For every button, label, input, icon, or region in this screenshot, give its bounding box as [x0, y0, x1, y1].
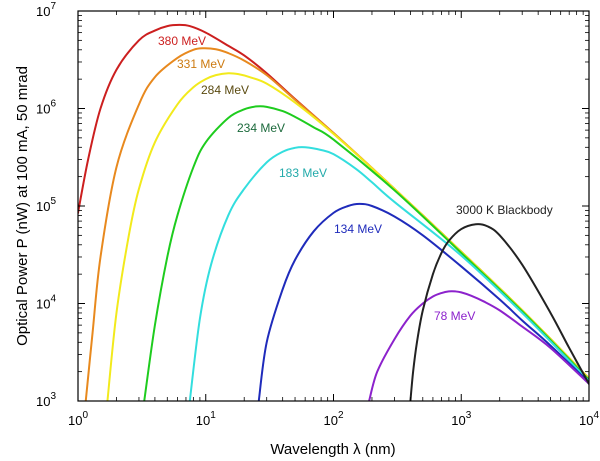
- y-tick-label-exp: 7: [50, 1, 56, 12]
- x-tick-label: 101: [196, 410, 216, 428]
- series-line-5: [257, 202, 589, 401]
- y-tick-label-base: 10: [36, 199, 50, 214]
- x-tick-label: 100: [68, 410, 88, 428]
- x-tick-label-exp: 3: [466, 410, 472, 421]
- series-label-0: 380 MeV: [158, 34, 206, 48]
- y-tick-label: 106: [36, 99, 56, 117]
- x-tick-label-base: 10: [451, 413, 465, 428]
- x-tick-label: 103: [451, 410, 471, 428]
- x-tick-label-exp: 2: [338, 410, 344, 421]
- x-tick-label-base: 10: [68, 413, 82, 428]
- y-tick-label: 105: [36, 196, 56, 214]
- y-tick-label: 103: [36, 391, 56, 409]
- series-label-layer: 380 MeV 331 MeV 284 MeV 234 MeV 183 MeV 134 M…: [158, 34, 553, 323]
- x-tick-label-exp: 0: [82, 410, 88, 421]
- series-label-1: 331 MeV: [177, 57, 225, 71]
- series-label-5: 134 MeV: [334, 222, 382, 236]
- y-tick-label-exp: 4: [50, 294, 56, 305]
- x-tick-label: 104: [579, 410, 599, 428]
- series-line-3: [143, 105, 589, 401]
- y-tick-label-exp: 5: [50, 196, 56, 207]
- y-tick-label-base: 10: [36, 102, 50, 117]
- x-tick-label: 102: [323, 410, 343, 428]
- series-label-6: 78 MeV: [434, 309, 475, 323]
- y-tick-label-base: 10: [36, 394, 50, 409]
- y-tick-label-base: 10: [36, 297, 50, 312]
- series-line-2: [106, 72, 589, 401]
- y-axis-label: Optical Power P (nW) at 100 mA, 50 mrad: [14, 66, 31, 346]
- y-tick-label-exp: 3: [50, 391, 56, 402]
- x-tick-label-base: 10: [579, 413, 593, 428]
- series-line-4: [188, 146, 589, 401]
- series-label-4: 183 MeV: [279, 166, 327, 180]
- series-layer: [78, 23, 589, 401]
- y-tick-label-exp: 6: [50, 99, 56, 110]
- series-label-2: 284 MeV: [201, 83, 249, 97]
- y-tick-label: 104: [36, 294, 56, 312]
- x-tick-label-exp: 4: [593, 410, 599, 421]
- series-line-6: [368, 290, 589, 401]
- x-tick-label-base: 10: [323, 413, 337, 428]
- series-label-7: 3000 K Blackbody: [456, 203, 553, 217]
- series-label-3: 234 MeV: [237, 121, 285, 135]
- x-tick-label-base: 10: [196, 413, 210, 428]
- series-line-7: [409, 223, 589, 401]
- y-tick-label-base: 10: [36, 4, 50, 19]
- y-tick-label: 107: [36, 1, 56, 19]
- x-tick-label-exp: 1: [210, 410, 216, 421]
- x-axis-label: Wavelength λ (nm): [270, 441, 395, 458]
